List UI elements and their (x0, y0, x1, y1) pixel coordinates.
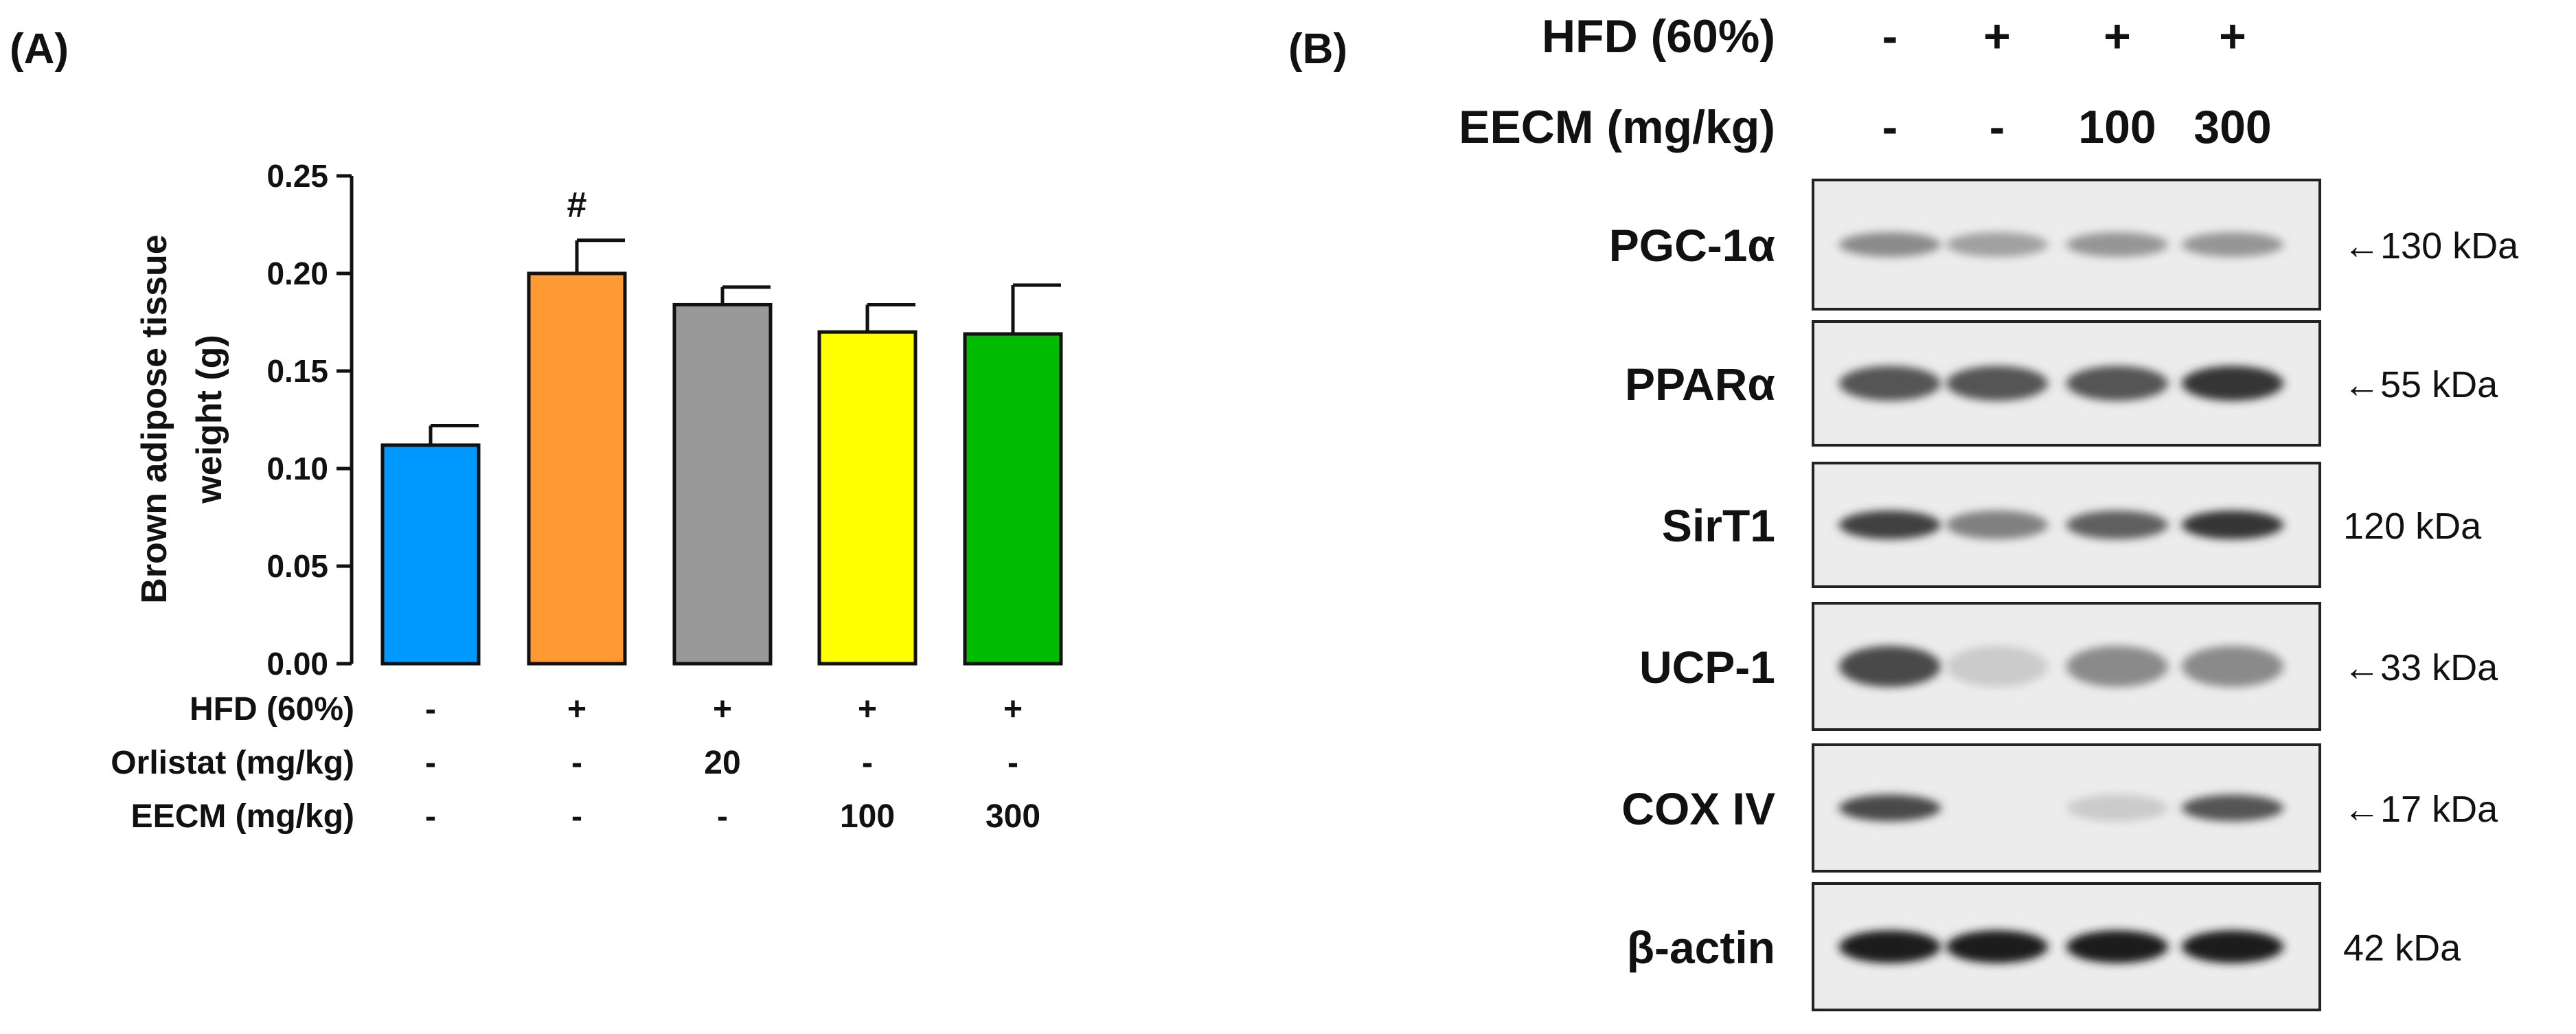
blot-band (1839, 510, 1941, 539)
treatment-value: + (2104, 10, 2131, 63)
treatment-value: + (858, 691, 877, 728)
panel-b-label: (B) (1288, 25, 1347, 73)
significance-mark: # (567, 186, 587, 225)
treatment-table-b: HFD (60%) - + + + EECM (mg/kg) - - 100 300 (1459, 10, 2272, 153)
blot-band (2066, 794, 2168, 822)
bar-series: # (380, 186, 1063, 666)
bar (527, 271, 627, 666)
blot-band (2182, 794, 2283, 822)
y-tick-label: 0.00 (266, 646, 328, 682)
treatment-value: + (1983, 10, 2011, 63)
treatment-value: - (1007, 745, 1018, 781)
blot-band (1839, 930, 1941, 963)
blot-band (2182, 366, 2283, 401)
protein-label: UCP-1 (1639, 642, 1775, 693)
treatment-value: + (1003, 691, 1023, 728)
blot-band (1839, 232, 1941, 257)
blot-strip: COX IV ←17 kDa (1621, 743, 2498, 873)
blot-band (2182, 930, 2283, 963)
blot-band (1839, 366, 1941, 401)
blot-band (1946, 646, 2048, 687)
blot-band (2182, 510, 2283, 539)
y-axis-label-line1: Brown adipose tissue (135, 234, 174, 603)
treatment-value: + (2219, 10, 2246, 63)
treatment-value: - (425, 798, 436, 835)
blot-band (1946, 366, 2048, 401)
molecular-weight-label: ←55 kDa (2343, 364, 2498, 405)
treatment-value: 300 (2193, 101, 2271, 153)
bar (817, 330, 917, 666)
blot-strip: PPARα ←55 kDa (1625, 320, 2498, 447)
treatment-value: - (571, 798, 582, 835)
molecular-weight-label: ←130 kDa (2343, 225, 2519, 267)
blot-band (2066, 232, 2168, 257)
blot-band (1839, 794, 1941, 822)
protein-label: PPARα (1625, 359, 1775, 409)
blot-band (2182, 646, 2283, 687)
protein-label: SirT1 (1662, 500, 1775, 551)
protein-label: PGC-1α (1609, 220, 1775, 271)
y-tick-label: 0.15 (266, 353, 328, 389)
protein-label: COX IV (1621, 783, 1775, 834)
treatment-value: - (425, 745, 436, 781)
y-tick-label: 0.25 (266, 158, 328, 194)
y-tick-label: 0.10 (266, 451, 328, 486)
treatment-value: - (1882, 10, 1898, 63)
blot-band (2066, 646, 2168, 687)
western-blots: PGC-1α ←130 kDa PPARα ←55 kDa SirT1 120 kDa UC… (1609, 179, 2519, 1011)
blot-strip: SirT1 120 kDa (1662, 462, 2482, 588)
y-axis-label-line2: weight (g) (190, 335, 229, 504)
treatment-value: 300 (985, 798, 1040, 835)
panel-a: (A) Brown adipose tissue weight (g) 0.00… (10, 25, 1063, 835)
y-tick-label: 0.20 (266, 256, 328, 291)
molecular-weight-label: 42 kDa (2343, 928, 2461, 969)
blot-band (1946, 232, 2048, 257)
y-tick-label: 0.05 (266, 548, 328, 584)
treatment-label: EECM (mg/kg) (131, 798, 354, 835)
panel-b: (B) HFD (60%) - + + + EECM (mg/kg) - - 100 300 PG… (1288, 10, 2519, 1011)
blot-band (2182, 232, 2283, 257)
blot-strip: UCP-1 ←33 kDa (1639, 602, 2498, 731)
bar (963, 332, 1063, 666)
treatment-value: - (1990, 101, 2005, 153)
molecular-weight-label: 120 kDa (2343, 506, 2482, 547)
treatment-label: EECM (mg/kg) (1459, 101, 1775, 153)
treatment-value: 100 (840, 798, 895, 835)
bar (672, 302, 773, 666)
y-axis: 0.00 0.05 0.10 0.15 0.20 0.25 (266, 158, 354, 682)
treatment-value: - (425, 691, 436, 728)
treatment-value: - (862, 745, 873, 781)
blot-band (2066, 510, 2168, 539)
blot-band (2066, 930, 2168, 963)
treatment-value: + (713, 691, 732, 728)
blot-band (1946, 510, 2048, 539)
blot-strip: β-actin 42 kDa (1627, 882, 2461, 1011)
blot-strip: PGC-1α ←130 kDa (1609, 179, 2519, 311)
treatment-value: 100 (2078, 101, 2156, 153)
treatment-value: - (717, 798, 728, 835)
treatment-value: 20 (704, 745, 740, 781)
blot-band (2066, 366, 2168, 401)
treatment-table-a: HFD (60%) - + + + + Orlistat (mg/kg) - - 20 - - EECM… (111, 691, 1040, 835)
molecular-weight-label: ←17 kDa (2343, 789, 2498, 830)
treatment-value: + (567, 691, 586, 728)
treatment-label: HFD (60%) (1542, 10, 1775, 63)
molecular-weight-label: ←33 kDa (2343, 647, 2498, 688)
blot-band (1946, 930, 2048, 963)
protein-label: β-actin (1627, 922, 1775, 973)
bar (380, 443, 481, 666)
treatment-label: Orlistat (mg/kg) (111, 745, 354, 781)
panel-a-label: (A) (10, 25, 69, 73)
treatment-label: HFD (60%) (190, 691, 354, 728)
treatment-value: - (1882, 101, 1898, 153)
treatment-value: - (571, 745, 582, 781)
blot-band (1839, 646, 1941, 687)
